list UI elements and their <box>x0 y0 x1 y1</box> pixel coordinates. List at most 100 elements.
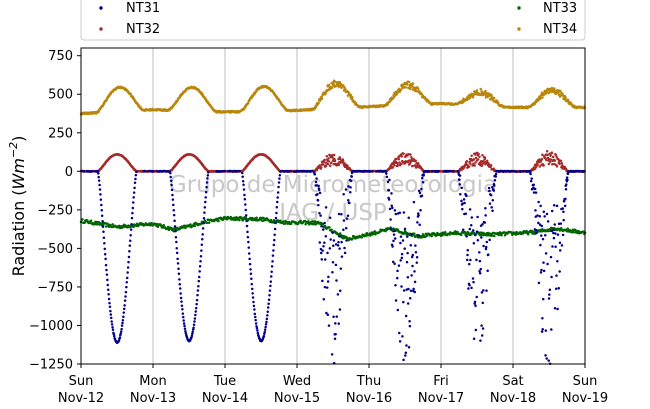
point-nt31 <box>241 171 244 175</box>
point-nt31 <box>349 191 352 194</box>
point-nt31 <box>489 193 493 197</box>
point-nt31 <box>421 176 424 180</box>
point-nt31 <box>554 245 557 248</box>
point-nt31 <box>481 327 485 330</box>
point-nt33 <box>189 223 192 226</box>
point-nt31 <box>384 170 388 173</box>
point-nt31 <box>475 230 479 233</box>
point-nt34 <box>541 96 544 99</box>
point-nt31 <box>409 289 413 293</box>
point-nt31 <box>461 202 464 205</box>
point-nt31 <box>317 188 321 191</box>
point-nt31 <box>393 237 397 240</box>
point-nt33 <box>111 223 114 226</box>
point-nt31 <box>96 169 100 173</box>
point-nt31 <box>181 315 185 319</box>
point-nt31 <box>197 275 201 279</box>
point-nt31 <box>193 320 196 323</box>
point-nt31 <box>472 337 476 340</box>
point-nt31 <box>482 289 485 292</box>
point-nt31 <box>129 239 132 243</box>
point-nt31 <box>267 298 271 302</box>
point-nt33 <box>503 233 507 237</box>
point-nt31 <box>129 228 133 231</box>
point-nt31 <box>203 206 207 209</box>
y-tick-label: 0 <box>65 165 73 180</box>
point-nt33 <box>521 232 525 235</box>
point-nt32 <box>478 155 481 158</box>
point-nt32 <box>474 156 478 160</box>
point-nt31 <box>254 318 257 322</box>
point-nt31 <box>319 251 323 255</box>
point-nt31 <box>124 290 128 294</box>
point-nt32 <box>396 164 400 167</box>
point-nt33 <box>106 222 109 226</box>
point-nt31 <box>333 337 337 341</box>
point-nt31 <box>402 358 405 362</box>
legend-marker-nt33 <box>517 6 521 10</box>
point-nt31 <box>541 317 544 320</box>
point-nt34 <box>479 87 482 91</box>
point-nt31 <box>110 320 113 323</box>
point-nt31 <box>396 308 400 312</box>
point-nt31 <box>324 206 328 209</box>
point-nt34 <box>470 92 473 95</box>
point-nt31 <box>243 197 247 201</box>
point-nt31 <box>131 211 134 215</box>
point-nt33 <box>193 224 197 228</box>
point-nt31 <box>533 187 537 191</box>
point-nt32 <box>545 158 548 162</box>
x-tick-label-day: Sun <box>69 374 94 389</box>
point-nt31 <box>170 183 173 187</box>
point-nt32 <box>326 163 330 166</box>
point-nt31 <box>123 304 126 307</box>
point-nt31 <box>406 275 410 279</box>
point-nt31 <box>175 251 179 255</box>
vertical-gridlines <box>152 48 514 364</box>
point-nt32 <box>315 168 319 172</box>
point-nt31 <box>320 258 324 261</box>
point-nt31 <box>478 259 482 263</box>
point-nt31 <box>457 171 460 174</box>
point-nt31 <box>249 268 252 271</box>
point-nt31 <box>554 287 558 291</box>
point-nt31 <box>108 301 111 305</box>
point-nt31 <box>338 308 342 311</box>
point-nt31 <box>389 227 393 231</box>
point-nt31 <box>99 193 102 196</box>
point-nt31 <box>313 173 317 176</box>
y-tick-label: −250 <box>37 203 73 218</box>
point-nt31 <box>393 262 396 265</box>
point-nt34 <box>567 99 570 102</box>
point-nt31 <box>395 276 399 280</box>
point-nt31 <box>278 177 281 180</box>
point-nt31 <box>275 205 279 209</box>
point-nt31 <box>555 204 559 208</box>
point-nt33 <box>463 230 467 234</box>
point-nt31 <box>251 292 254 295</box>
point-nt33 <box>132 225 135 229</box>
point-nt31 <box>182 319 185 322</box>
point-nt32 <box>393 164 396 167</box>
point-nt31 <box>386 180 390 184</box>
point-nt31 <box>202 221 205 225</box>
point-nt31 <box>242 183 245 186</box>
point-nt31 <box>401 335 404 338</box>
y-tick-label: 500 <box>48 88 73 103</box>
point-nt31 <box>196 289 200 292</box>
point-nt31 <box>537 200 540 204</box>
point-nt31 <box>200 249 203 252</box>
point-nt31 <box>562 210 565 213</box>
x-axis: Sun Nov-12 Mon Nov-13 Tue Nov-14 Wed Nov-15 Thu N… <box>58 364 608 406</box>
point-nt31 <box>325 311 328 315</box>
point-nt31 <box>558 249 562 252</box>
point-nt31 <box>541 297 545 301</box>
point-nt31 <box>552 204 556 207</box>
point-nt32 <box>324 164 328 168</box>
point-nt34 <box>557 91 560 95</box>
point-nt32 <box>535 165 538 168</box>
point-nt31 <box>544 354 547 357</box>
point-nt31 <box>472 280 475 284</box>
point-nt31 <box>494 175 497 178</box>
point-nt32 <box>546 153 549 157</box>
